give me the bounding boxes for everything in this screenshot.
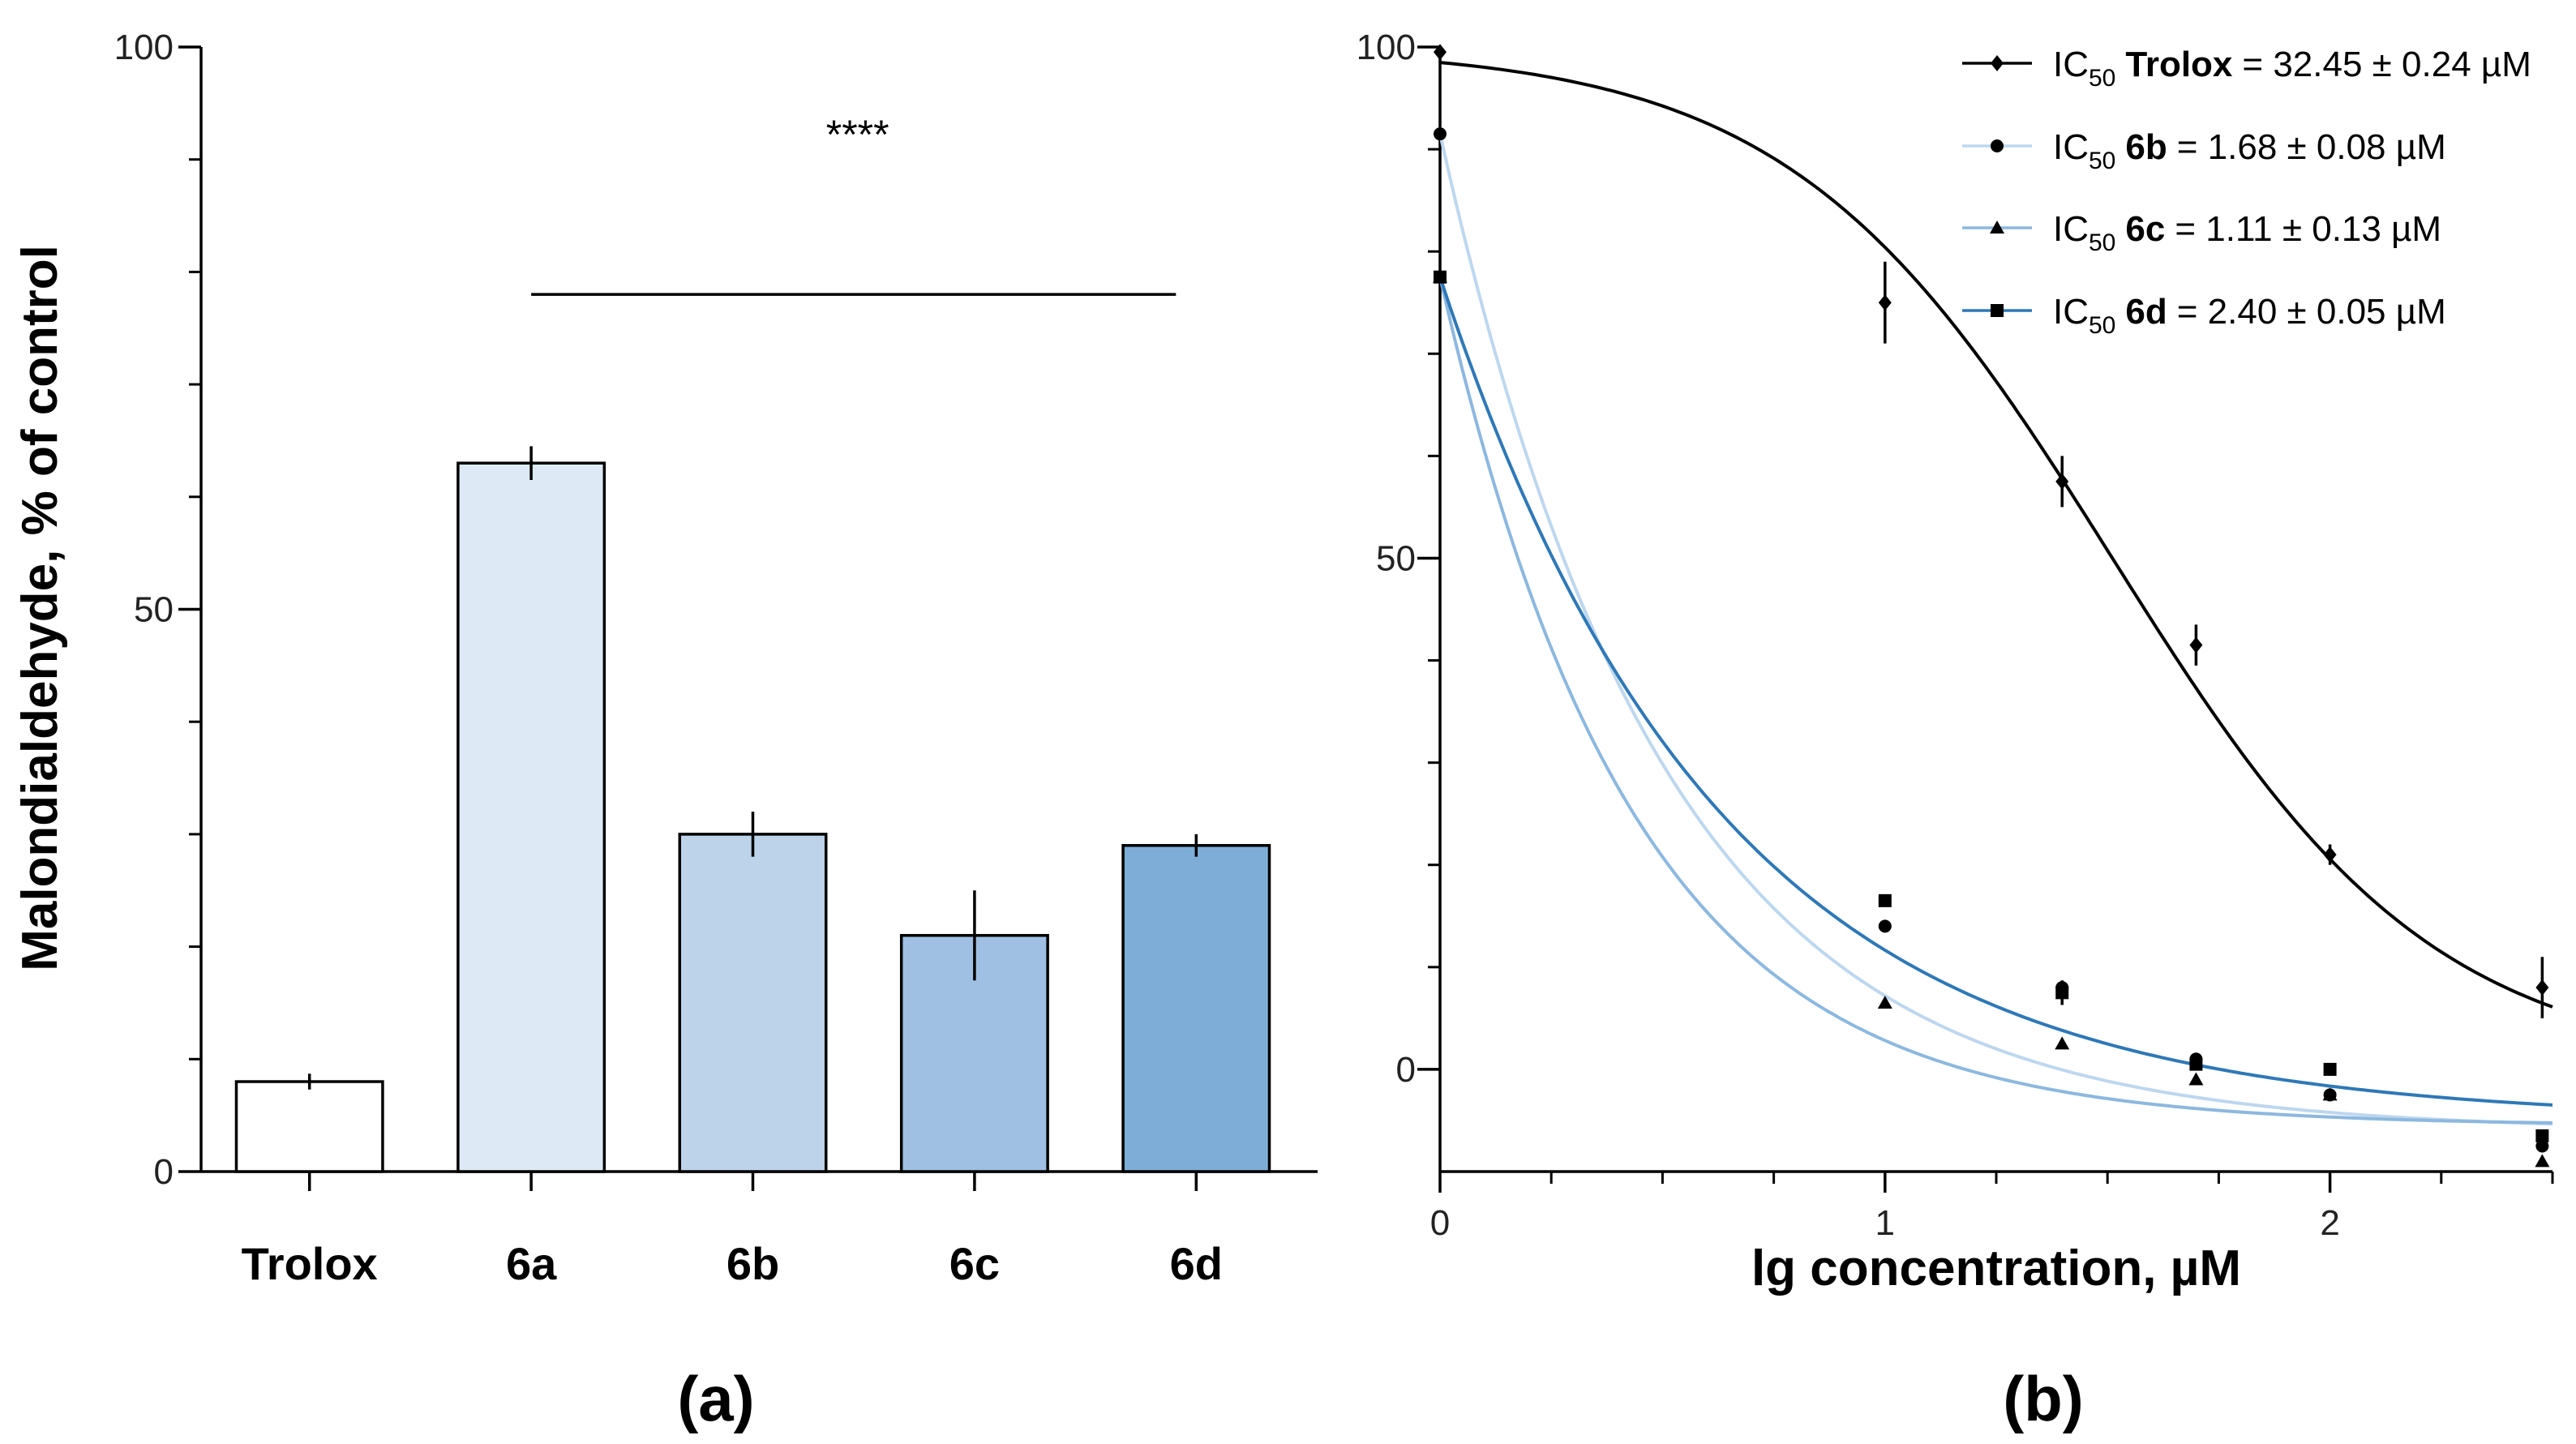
point-6d — [2323, 1062, 2337, 1076]
legend-ic-sub: 50 — [2089, 148, 2115, 174]
point-Trolox — [2189, 636, 2203, 653]
dose-axis-ticks: 0 50 100 0 1 2 — [1357, 28, 2554, 1243]
legend-ic: IC — [2053, 209, 2089, 249]
y-tick-label: 0 — [154, 1152, 174, 1192]
data-points — [1433, 44, 2550, 1168]
point-Trolox — [2055, 473, 2069, 490]
panel-label-a: (a) — [677, 1363, 754, 1434]
legend-item-6c: IC50 6c = 1.11 ± 0.13 µM — [1962, 209, 2441, 256]
x-tick-label-Trolox: Trolox — [242, 1238, 378, 1289]
point-6d — [2535, 1129, 2549, 1142]
legend-ic50-value: = 32.45 ± 0.24 µM — [2242, 45, 2531, 84]
point-Trolox — [2535, 979, 2549, 996]
point-6d — [1878, 893, 1892, 907]
bar-y-axis-label: Malondialdehyde, % of control — [12, 245, 68, 971]
legend-compound-name: 6d — [2125, 292, 2167, 332]
legend-compound-name: 6b — [2125, 127, 2167, 167]
legend-ic50-value: = 1.68 ± 0.08 µM — [2177, 127, 2446, 167]
dose-x-axis-label: lg concentration, µM — [1751, 1240, 2241, 1296]
fit-curve-6d — [1438, 276, 2553, 1107]
point-6c — [1877, 995, 1892, 1009]
bar-6d — [1121, 844, 1271, 1173]
legend-marker-6b — [1991, 139, 2004, 152]
legend-ic: IC — [2053, 292, 2089, 332]
point-Trolox — [2323, 846, 2337, 863]
legend-ic-sub: 50 — [2089, 65, 2115, 92]
legend-text-6b: IC50 6b = 1.68 ± 0.08 µM — [2053, 127, 2446, 174]
x-tick-label: 1 — [1875, 1203, 1895, 1243]
x-tick-label-6d: 6d — [1170, 1238, 1223, 1289]
point-6d — [1434, 270, 1447, 284]
legend-text-6c: IC50 6c = 1.11 ± 0.13 µM — [2053, 209, 2441, 256]
legend-item-6b: IC50 6b = 1.68 ± 0.08 µM — [1962, 127, 2446, 174]
x-tick-label: 2 — [2320, 1203, 2339, 1243]
point-6b — [1878, 919, 1892, 933]
point-6b — [2535, 1139, 2549, 1153]
x-tick-label-6a: 6a — [506, 1238, 557, 1289]
x-tick-label-6c: 6c — [949, 1238, 1000, 1289]
legend-compound-name: Trolox — [2125, 45, 2233, 84]
bar-6a — [456, 461, 606, 1173]
legend-marker-6c — [1990, 221, 2004, 234]
legend-marker-6c — [1990, 221, 2004, 234]
significance-stars: **** — [826, 112, 889, 157]
legend: IC50 Trolox = 32.45 ± 0.24 µM IC50 6b = 1.68… — [1962, 45, 2531, 339]
bar-y-ticks: 0 50 100 — [114, 28, 201, 1192]
fit-curve-6c — [1438, 276, 2553, 1125]
legend-marker-6d — [1991, 304, 2004, 317]
bar-Trolox — [234, 1080, 384, 1173]
point-Trolox — [1878, 294, 1892, 311]
legend-ic: IC — [2053, 127, 2089, 167]
legend-ic50-value: = 1.11 ± 0.13 µM — [2175, 209, 2441, 249]
legend-marker-trolox — [1991, 55, 2004, 71]
legend-item-trolox: IC50 Trolox = 32.45 ± 0.24 µM — [1962, 45, 2531, 92]
legend-ic: IC — [2053, 45, 2089, 84]
y-tick-label: 50 — [134, 590, 174, 630]
y-tick-label: 0 — [1396, 1050, 1416, 1090]
legend-text-6d: IC50 6d = 2.40 ± 0.05 µM — [2053, 292, 2446, 339]
x-tick-label: 0 — [1430, 1203, 1450, 1243]
panel-label-b: (b) — [2003, 1363, 2084, 1434]
legend-ic50-value: = 2.40 ± 0.05 µM — [2177, 292, 2446, 332]
legend-marker-6d — [1991, 304, 2004, 317]
legend-compound-name: 6c — [2125, 209, 2165, 249]
y-tick-label: 100 — [114, 28, 174, 67]
legend-ic-sub: 50 — [2089, 312, 2115, 339]
point-6c — [2188, 1072, 2204, 1086]
legend-item-6d: IC50 6d = 2.40 ± 0.05 µM — [1962, 292, 2446, 339]
point-6c — [2322, 1087, 2338, 1101]
y-tick-label: 50 — [1376, 538, 1416, 578]
point-6c — [2535, 1154, 2550, 1168]
legend-ic-sub: 50 — [2089, 229, 2115, 256]
point-6d — [2055, 986, 2069, 1000]
legend-marker-6b — [1991, 139, 2004, 152]
bar-chart-panel: 0 50 100 Trolox 6a 6b 6c 6d **** Malondialdehy… — [12, 28, 1318, 1434]
point-Trolox — [1434, 44, 1447, 61]
fit-curve-Trolox — [1439, 61, 2553, 1009]
bars: Trolox 6a 6b 6c 6d — [234, 446, 1271, 1289]
significance-bracket: **** — [531, 112, 1177, 296]
bar-6b — [678, 833, 828, 1173]
y-tick-label: 100 — [1357, 28, 1416, 67]
fit-curves — [1438, 61, 2553, 1126]
x-tick-label-6b: 6b — [727, 1238, 779, 1289]
fit-curve-6b — [1438, 133, 2553, 1126]
point-6b — [1434, 127, 1447, 141]
point-6d — [2189, 1057, 2203, 1071]
legend-marker-Trolox — [1991, 55, 2004, 71]
legend-text-trolox: IC50 Trolox = 32.45 ± 0.24 µM — [2053, 45, 2531, 92]
point-6c — [2055, 1036, 2070, 1050]
